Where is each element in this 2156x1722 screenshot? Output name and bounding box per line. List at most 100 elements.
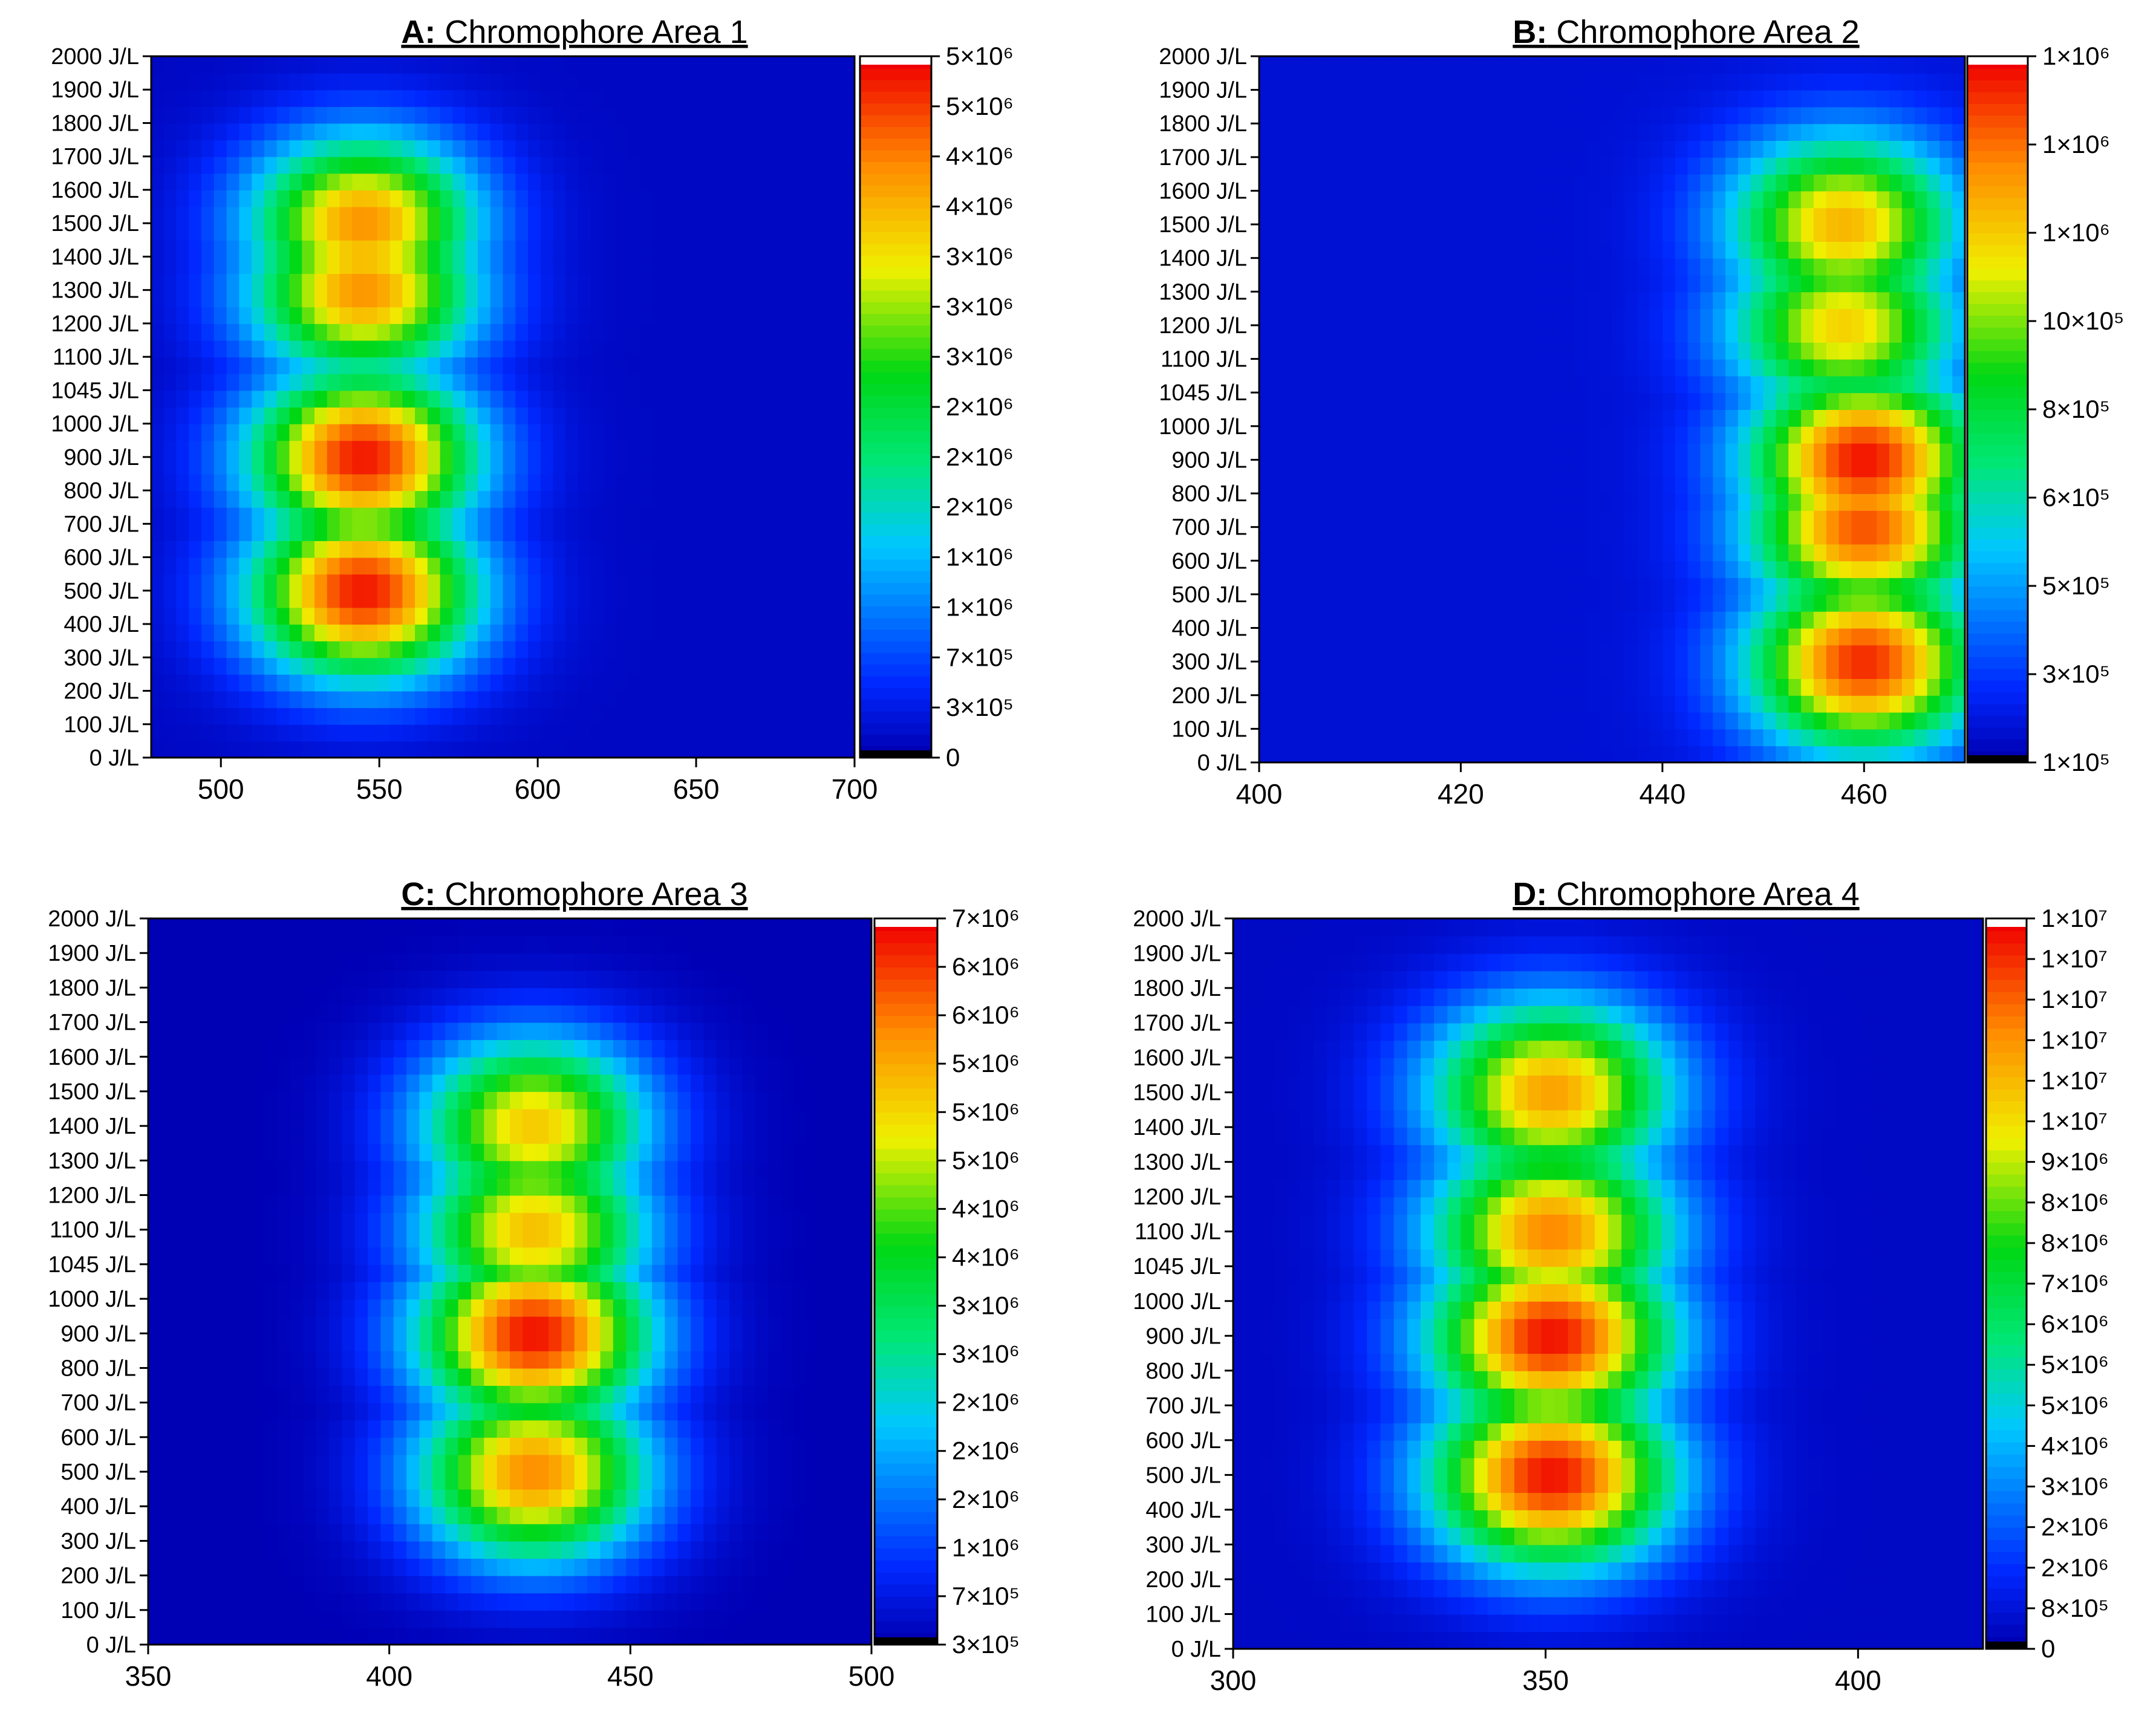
panel-a-cell <box>766 607 780 625</box>
panel-b-cell <box>1939 729 1953 747</box>
panel-b-cell <box>1864 359 1878 377</box>
panel-b-cell <box>1284 594 1298 612</box>
panel-b-cell <box>1813 460 1827 478</box>
panel-a-cell <box>741 657 755 675</box>
panel-a-cell <box>741 640 755 658</box>
panel-b-cell <box>1864 123 1878 141</box>
panel-a-cell <box>616 407 630 424</box>
panel-a-cell <box>252 657 265 675</box>
panel-b-cell <box>1586 241 1600 259</box>
panel-b-cell <box>1335 443 1348 461</box>
panel-a-cell <box>176 456 190 475</box>
panel-a-cell <box>440 473 454 492</box>
panel-a-cell <box>389 256 403 275</box>
panel-b-cell <box>1498 123 1512 141</box>
panel-b-cell <box>1637 746 1651 763</box>
panel-b-cell <box>1297 493 1311 511</box>
panel-b-cell <box>1826 510 1840 528</box>
panel-a-cell <box>239 690 253 709</box>
panel-b-cell <box>1914 729 1928 747</box>
panel-a-cell <box>465 73 478 91</box>
panel-a-cell <box>151 156 164 174</box>
panel-b-cell <box>1851 611 1865 629</box>
panel-b-cell <box>1637 493 1651 511</box>
panel-a-cell <box>389 657 403 675</box>
panel-a-cell <box>842 73 855 91</box>
panel-a-cell <box>590 440 604 458</box>
panel-a-cell <box>779 357 793 374</box>
panel-b-cell <box>1309 359 1323 377</box>
panel-a-cell <box>465 624 478 642</box>
panel-b-cell <box>1687 56 1701 74</box>
panel-b-cell <box>1448 611 1462 629</box>
panel-b-cell <box>1398 426 1412 444</box>
panel-a-cell <box>377 624 391 642</box>
panel-b-cell <box>1498 409 1512 427</box>
panel-a-cell <box>766 590 780 608</box>
panel-a-cell <box>314 423 328 441</box>
panel-b-cell <box>1473 678 1487 696</box>
panel-b-cell <box>1347 308 1361 326</box>
panel-a-cell <box>804 590 818 608</box>
panel-b-cell <box>1927 527 1941 545</box>
panel-b-cell <box>1461 342 1474 360</box>
panel-b-cell <box>1776 106 1790 125</box>
panel-b-cell <box>1612 746 1626 763</box>
panel-b-cell <box>1700 174 1714 192</box>
panel-b-cell <box>1851 678 1865 696</box>
panel-a-cell <box>327 574 340 591</box>
panel-b-cell <box>1877 594 1890 612</box>
panel-b-cell <box>1801 729 1814 747</box>
panel-a-cell <box>377 239 391 258</box>
panel-a-cell <box>213 574 227 591</box>
panel-a-cell <box>528 456 541 475</box>
panel-a-cell <box>503 390 516 408</box>
panel-b-cell <box>1511 241 1525 259</box>
panel-a-cell <box>503 540 516 558</box>
panel-a-cell <box>415 173 428 190</box>
panel-b-cell <box>1901 140 1915 158</box>
panel-b-cell <box>1813 73 1827 91</box>
panel-a-cell <box>302 724 315 742</box>
panel-b-cell <box>1372 375 1386 394</box>
panel-b-colorbar-swatch <box>1967 668 2028 681</box>
panel-b-cell <box>1914 527 1928 545</box>
panel-a-cell <box>616 206 630 224</box>
panel-b-cell <box>1838 695 1852 713</box>
panel-b-cell <box>1687 729 1701 747</box>
panel-b-cell <box>1511 157 1525 175</box>
panel-a-cell <box>252 741 265 758</box>
panel-b-cell <box>1675 73 1689 91</box>
panel-b-cell <box>1259 224 1272 242</box>
panel-a-cell <box>640 557 654 575</box>
panel-b-cell <box>1612 207 1626 226</box>
panel-a-cell <box>302 540 315 558</box>
panel-a-cell <box>226 89 240 107</box>
panel-b-cell <box>1776 291 1790 310</box>
panel-b-cell <box>1776 746 1790 763</box>
panel-a-cell <box>653 490 667 508</box>
panel-b-cell <box>1385 712 1399 730</box>
panel-b-cell <box>1788 594 1802 612</box>
panel-b-cell <box>1864 460 1878 478</box>
panel-b-cell <box>1738 695 1751 713</box>
panel-a-cell <box>163 273 177 291</box>
panel-a-cell <box>515 407 529 424</box>
panel-b-cell <box>1335 375 1348 394</box>
panel-b-cell <box>1675 123 1689 141</box>
panel-a-cell <box>640 206 654 224</box>
panel-b-cell <box>1939 544 1953 562</box>
panel-b-cell <box>1914 611 1928 629</box>
panel-a-cell <box>590 307 604 324</box>
panel-a-cell <box>226 490 240 508</box>
panel-b-cell <box>1700 106 1714 125</box>
panel-a-cell <box>402 239 416 258</box>
panel-b-cell <box>1612 661 1626 679</box>
panel-b-cell <box>1801 73 1814 91</box>
panel-b-cell <box>1360 527 1373 545</box>
panel-b-cell <box>1322 628 1336 646</box>
panel-b-cell <box>1901 560 1915 579</box>
panel-b-cell <box>1889 409 1903 427</box>
panel-b-cell <box>1826 89 1840 108</box>
panel-a-cell <box>452 741 466 758</box>
